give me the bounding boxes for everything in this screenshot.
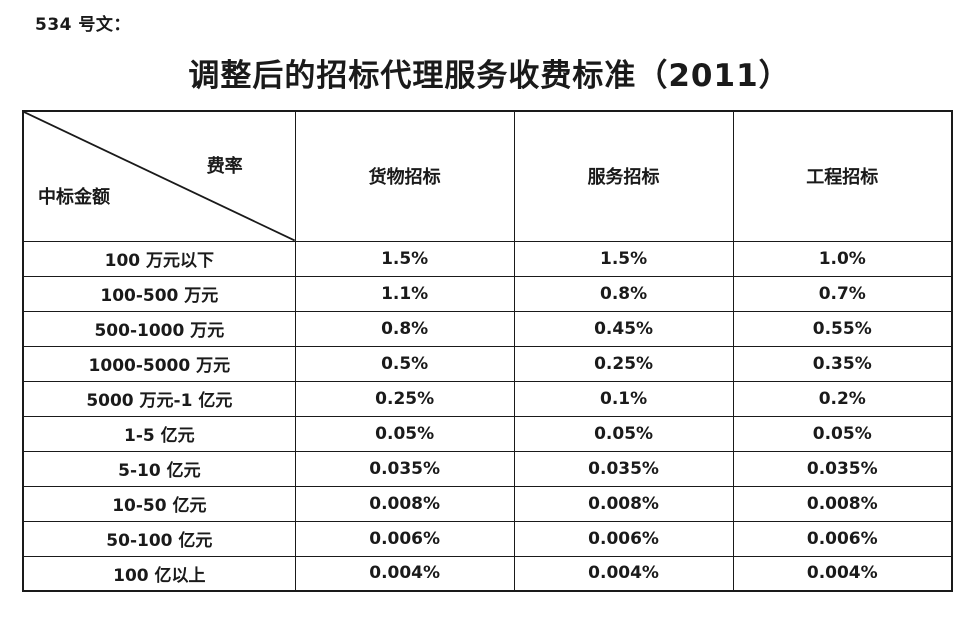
row-label-amount-range: 100 万元以下 [22,240,296,277]
table-row: 50-100 亿元 0.006% 0.006% 0.006% [22,520,953,557]
rate-cell: 0.55% [732,310,953,347]
rate-cell: 0.008% [294,485,515,522]
corner-header-cell: 费率 中标金额 [22,110,296,242]
rate-cell: 1.5% [294,240,515,277]
table-row: 100 万元以下 1.5% 1.5% 1.0% [22,240,953,277]
column-header-engineering: 工程招标 [732,110,953,242]
rate-cell: 0.05% [294,415,515,452]
rate-cell: 0.035% [513,450,734,487]
row-label-amount-range: 50-100 亿元 [22,520,296,557]
rate-cell: 0.004% [513,555,734,592]
table-row: 1000-5000 万元 0.5% 0.25% 0.35% [22,345,953,382]
rate-cell: 0.004% [732,555,953,592]
page-title: 调整后的招标代理服务收费标准（2011） [188,58,791,94]
table-body: 100 万元以下 1.5% 1.5% 1.0% 100-500 万元 1.1% 0.8% 0.… [22,240,953,592]
rate-cell: 0.006% [513,520,734,557]
row-label-amount-range: 5-10 亿元 [22,450,296,487]
table-row: 100-500 万元 1.1% 0.8% 0.7% [22,275,953,312]
rate-cell: 0.25% [513,345,734,382]
corner-label-fee-rate: 费率 [206,156,243,177]
rate-cell: 1.5% [513,240,734,277]
rate-cell: 0.006% [294,520,515,557]
rate-cell: 0.35% [732,345,953,382]
rate-cell: 0.004% [294,555,515,592]
table-row: 500-1000 万元 0.8% 0.45% 0.55% [22,310,953,347]
row-label-amount-range: 1000-5000 万元 [22,345,296,382]
row-label-amount-range: 100 亿以上 [22,555,296,592]
rate-cell: 1.0% [732,240,953,277]
table-row: 5-10 亿元 0.035% 0.035% 0.035% [22,450,953,487]
table-row: 10-50 亿元 0.008% 0.008% 0.008% [22,485,953,522]
rate-cell: 0.035% [294,450,515,487]
row-label-amount-range: 10-50 亿元 [22,485,296,522]
column-header-services: 服务招标 [513,110,734,242]
table-row: 1-5 亿元 0.05% 0.05% 0.05% [22,415,953,452]
rate-cell: 0.008% [513,485,734,522]
corner-label-bid-amount: 中标金额 [38,186,110,208]
rate-cell: 0.1% [513,380,734,417]
fee-rate-table: 费率 中标金额 货物招标 服务招标 工程招标 100 万元以下 1.5% 1.5% 1… [22,110,953,592]
header-row: 费率 中标金额 货物招标 服务招标 工程招标 [22,110,953,242]
row-label-amount-range: 500-1000 万元 [22,310,296,347]
rate-cell: 0.006% [732,520,953,557]
rate-cell: 0.25% [294,380,515,417]
rate-cell: 0.8% [294,310,515,347]
table-row: 5000 万元-1 亿元 0.25% 0.1% 0.2% [22,380,953,417]
rate-cell: 0.7% [732,275,953,312]
rate-cell: 0.035% [732,450,953,487]
table-header: 费率 中标金额 货物招标 服务招标 工程招标 [22,110,953,242]
column-header-goods: 货物招标 [294,110,515,242]
rate-cell: 0.05% [732,415,953,452]
row-label-amount-range: 5000 万元-1 亿元 [22,380,296,417]
rate-cell: 0.45% [513,310,734,347]
rate-cell: 0.2% [732,380,953,417]
row-label-amount-range: 1-5 亿元 [22,415,296,452]
rate-cell: 0.5% [294,345,515,382]
rate-cell: 1.1% [294,275,515,312]
row-label-amount-range: 100-500 万元 [22,275,296,312]
rate-cell: 0.8% [513,275,734,312]
diagonal-divider-line [24,112,295,241]
rate-cell: 0.05% [513,415,734,452]
table-row: 100 亿以上 0.004% 0.004% 0.004% [22,555,953,592]
doc-number-label: 534 号文： [35,15,131,35]
rate-cell: 0.008% [732,485,953,522]
